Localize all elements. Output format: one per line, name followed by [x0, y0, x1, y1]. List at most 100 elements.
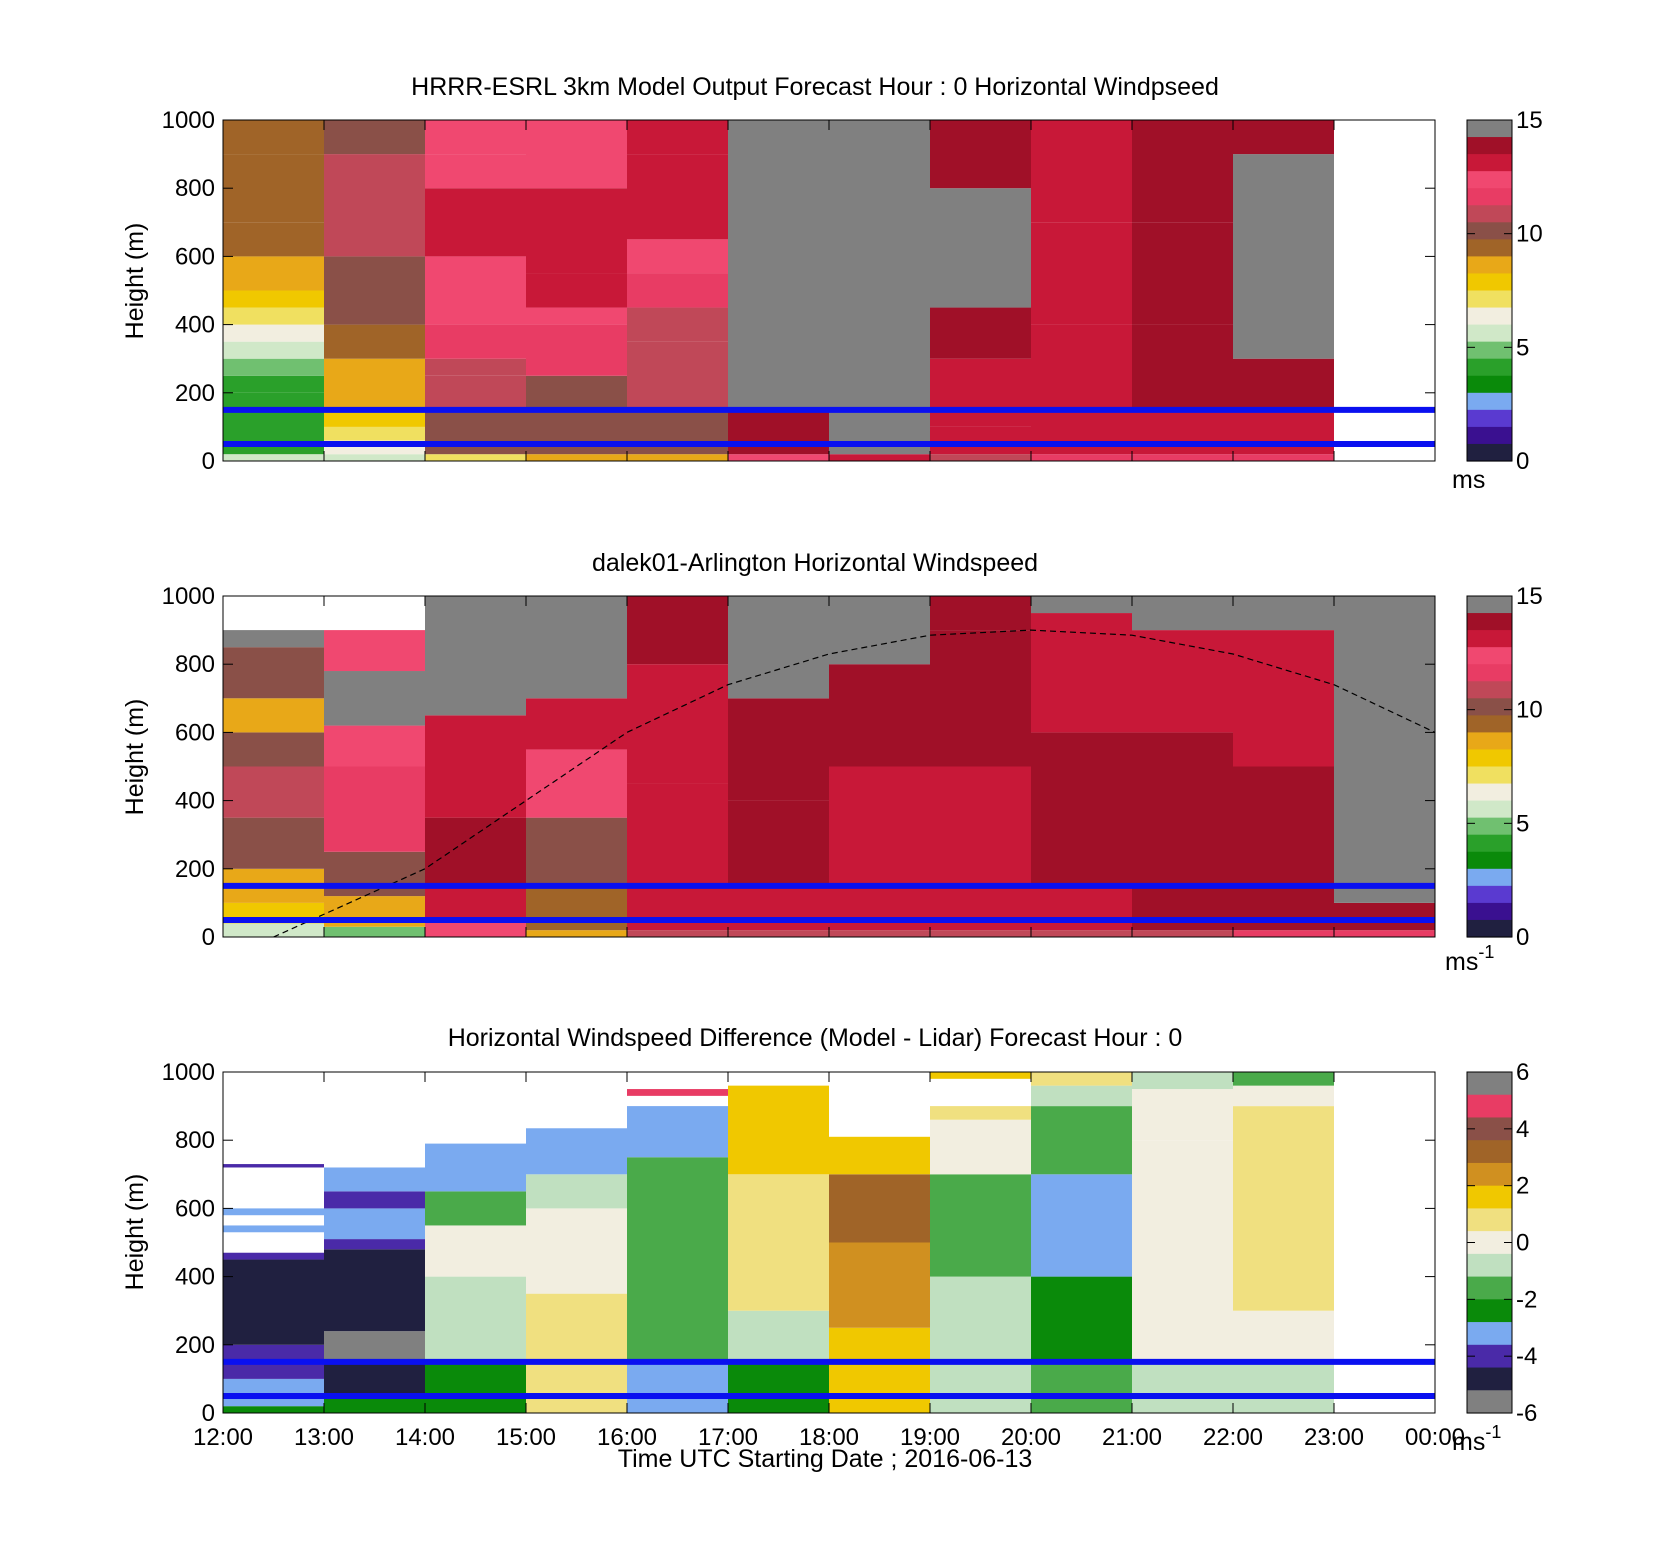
heatmap-cell: [930, 1174, 1031, 1277]
colorbar-unit-label: ms: [1452, 466, 1485, 494]
y-tick-label: 0: [202, 924, 215, 951]
colorbar-segment: [1467, 1299, 1512, 1323]
heatmap-cell: [1233, 596, 1334, 631]
y-tick-label: 600: [175, 243, 215, 270]
colorbar-tick-label: 6: [1516, 1059, 1529, 1086]
heatmap-cell: [1031, 1106, 1132, 1175]
colorbar-segment: [1467, 392, 1512, 411]
heatmap-cell: [1031, 324, 1132, 410]
colorbar-segment: [1467, 647, 1512, 665]
heatmap-cell: [1031, 613, 1132, 733]
heatmap-cell: [223, 698, 324, 733]
colorbar-segment: [1467, 1117, 1512, 1141]
colorbar-segment: [1467, 1162, 1512, 1187]
heatmap-cell: [1031, 1174, 1132, 1277]
heatmap-cell: [1031, 1361, 1132, 1413]
colorbar-segment: [1467, 341, 1512, 360]
heatmap-cell: [425, 409, 526, 455]
colorbar-segment: [1467, 358, 1512, 377]
colorbar-segment: [1467, 766, 1512, 785]
heatmap-cell: [223, 630, 324, 648]
heatmap-cell: [324, 1239, 425, 1250]
heatmap-cell: [1132, 885, 1233, 931]
colorbar-segment: [1467, 443, 1512, 462]
heatmap-cell: [1132, 596, 1233, 631]
heatmap-cell: [829, 766, 930, 886]
colorbar: 0 5 10 15: [1466, 583, 1543, 951]
colorbar-tick-label: 15: [1516, 583, 1543, 610]
colorbar-tick-label: 10: [1516, 221, 1543, 248]
heatmap-cell: [1132, 222, 1233, 325]
heatmap-cell: [728, 454, 829, 461]
heatmap-cell: [324, 1361, 425, 1396]
heatmap-cell: [1233, 1106, 1334, 1311]
heatmap-cell: [425, 1361, 526, 1413]
colorbar-segment: [1467, 273, 1512, 292]
colorbar-unit-superscript: -1: [1485, 1422, 1501, 1442]
heatmap-cell: [930, 596, 1031, 631]
heatmap-cell: [627, 454, 728, 461]
colorbar-segment: [1467, 256, 1512, 275]
y-tick-label: 1000: [162, 107, 215, 134]
colorbar-segment: [1467, 749, 1512, 768]
heatmap-cell: [1132, 732, 1233, 886]
y-axis-label: Height (m): [121, 1174, 149, 1291]
heatmap-cell: [1233, 766, 1334, 886]
heatmap-cell: [223, 1225, 324, 1233]
colorbar-segment: [1467, 715, 1512, 733]
colorbar-segment: [1467, 664, 1512, 682]
heatmap-cell: [627, 341, 728, 410]
heatmap-cell: [223, 454, 324, 461]
colorbar-segment: [1467, 800, 1512, 819]
heatmap-cell: [526, 596, 627, 699]
heatmap-cell: [627, 1361, 728, 1413]
lidar-windspeed-panel: dalek01-Arlington Horizontal Windspeed H…: [121, 549, 1543, 976]
heatmap-cell: [1132, 409, 1233, 455]
heatmap-cell: [223, 256, 324, 291]
heatmap-cell: [223, 923, 324, 937]
heatmap-cell: [1031, 930, 1132, 937]
x-tick-label: 12:00: [193, 1424, 253, 1451]
colorbar-segment: [1467, 137, 1512, 155]
heatmap-cell: [1334, 902, 1435, 931]
y-tick-label: 600: [175, 1195, 215, 1222]
colorbar-segment: [1467, 1072, 1512, 1096]
heatmap-cell: [728, 1085, 829, 1175]
x-tick-label: 18:00: [799, 1424, 859, 1451]
colorbar-segment: [1467, 732, 1512, 751]
colorbar-segment: [1467, 171, 1512, 189]
heatmap-cell: [1031, 732, 1132, 886]
heatmap-cell: [526, 307, 627, 325]
heatmap-cell: [1233, 154, 1334, 359]
y-tick-label: 0: [202, 448, 215, 475]
colorbar-segment: [1467, 868, 1512, 887]
heatmap-cell: [1132, 1140, 1233, 1243]
heatmap-cell: [627, 1089, 728, 1096]
heatmap-cell: [1132, 1072, 1233, 1090]
y-tick-label: 200: [175, 856, 215, 883]
heatmap-cell: [930, 1106, 1031, 1120]
colorbar-segment: [1467, 205, 1512, 223]
panel-title: Horizontal Windspeed Difference (Model -…: [448, 1024, 1183, 1052]
colorbar-segment: [1467, 188, 1512, 206]
y-tick-label: 400: [175, 788, 215, 815]
x-tick-label: 15:00: [496, 1424, 556, 1451]
heatmap-cell: [425, 1225, 526, 1277]
heatmap-cell: [425, 715, 526, 818]
heatmap-cell: [627, 273, 728, 308]
colorbar-segment: [1467, 783, 1512, 802]
heatmap-cell: [728, 1174, 829, 1311]
heatmap-cell: [223, 375, 324, 393]
heatmap-cell: [1031, 222, 1132, 325]
heatmap-cell: [1233, 409, 1334, 455]
heatmap-cell: [324, 1167, 425, 1192]
colorbar-segment: [1467, 375, 1512, 394]
heatmap-cell: [930, 885, 1031, 931]
colorbar-segment: [1467, 817, 1512, 836]
heatmap-cell: [1031, 454, 1132, 461]
y-tick-label: 0: [202, 1400, 215, 1427]
heatmap-cell: [1132, 120, 1233, 223]
heatmap-cell: [324, 671, 425, 726]
heatmap-cell: [829, 1395, 930, 1413]
